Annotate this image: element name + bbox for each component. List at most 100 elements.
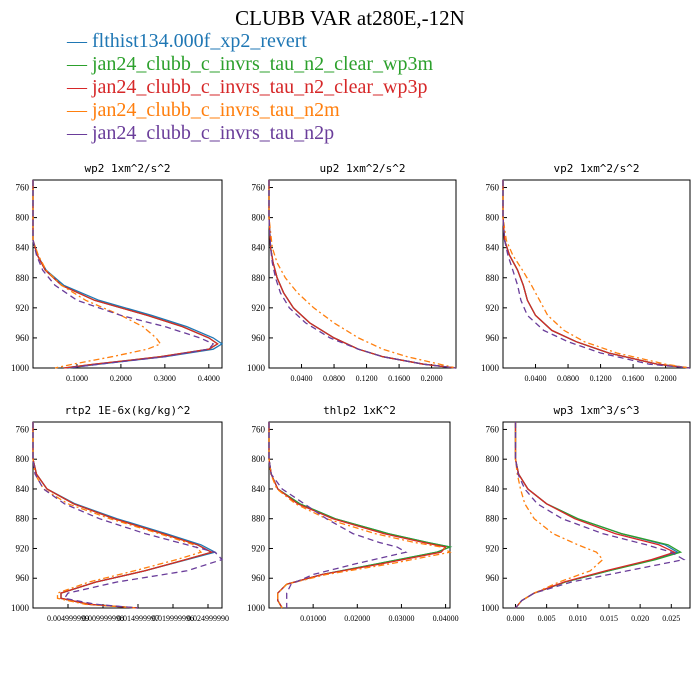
x-tick-label: 0.1600 <box>388 374 410 383</box>
x-tick-label: 0.015 <box>600 614 618 623</box>
series-line <box>32 180 215 369</box>
figure-title: CLUBB VAR at280E,-12N <box>235 6 465 30</box>
legend-item: — jan24_clubb_c_invrs_tau_n2_clear_wp3p <box>67 76 433 99</box>
legend-label: flthist134.000f_xp2_revert <box>92 30 307 52</box>
series-line <box>32 180 219 369</box>
y-tick-label: 960 <box>252 573 266 583</box>
y-tick-label: 880 <box>16 514 30 524</box>
y-tick-label: 800 <box>16 454 30 464</box>
y-tick-label: 960 <box>486 573 500 583</box>
panel-title: wp3 1xm^3/s^3 <box>553 404 639 417</box>
series-line <box>268 180 457 369</box>
y-tick-label: 920 <box>486 543 500 553</box>
series-line <box>502 180 691 369</box>
series-line <box>268 422 452 609</box>
legend-item: — jan24_clubb_c_invrs_tau_n2_clear_wp3m <box>67 53 433 76</box>
y-tick-label: 880 <box>252 273 266 283</box>
legend-item: — flthist134.000f_xp2_revert <box>67 30 433 53</box>
y-tick-label: 920 <box>16 543 30 553</box>
series-line <box>32 180 162 369</box>
y-tick-label: 960 <box>486 333 500 343</box>
x-tick-label: 0.010 <box>569 614 587 623</box>
y-tick-label: 920 <box>16 303 30 313</box>
plot-frame <box>268 421 451 609</box>
series-line <box>514 422 604 609</box>
y-tick-label: 1000 <box>11 363 30 373</box>
x-tick-label: 0.024999990 <box>187 614 229 623</box>
legend-label: jan24_clubb_c_invrs_tau_n2m <box>92 99 340 121</box>
x-tick-label: 0.1000 <box>66 374 88 383</box>
y-tick-label: 840 <box>486 484 500 494</box>
x-tick-label: 0.2000 <box>110 374 132 383</box>
x-tick-label: 0.0400 <box>525 374 547 383</box>
y-tick-label: 840 <box>252 484 266 494</box>
series-line <box>502 180 691 369</box>
y-tick-label: 760 <box>16 183 30 193</box>
y-tick-label: 880 <box>486 273 500 283</box>
series-line <box>268 422 408 608</box>
series-line <box>32 422 214 609</box>
y-tick-label: 800 <box>486 213 500 223</box>
panel-title: thlp2 1xK^2 <box>323 404 396 417</box>
legend-swatch: — <box>67 30 92 52</box>
series-line <box>32 422 217 609</box>
x-tick-label: 0.019999996 <box>152 614 194 623</box>
x-tick-label: 0.02000 <box>344 614 370 623</box>
panel-title: vp2 1xm^2/s^2 <box>553 162 639 175</box>
x-tick-label: 0.0800 <box>323 374 345 383</box>
y-tick-label: 760 <box>486 183 500 193</box>
x-tick-label: 0.005 <box>538 614 556 623</box>
series-line <box>268 180 457 369</box>
y-tick-label: 840 <box>16 243 30 253</box>
x-tick-label: 0.2000 <box>655 374 677 383</box>
x-tick-label: 0.0400 <box>291 374 313 383</box>
legend-label: jan24_clubb_c_invrs_tau_n2p <box>92 122 335 144</box>
y-tick-label: 1000 <box>481 363 500 373</box>
legend-swatch: — <box>67 76 92 98</box>
y-tick-label: 760 <box>16 424 30 434</box>
y-tick-label: 840 <box>16 484 30 494</box>
y-tick-label: 1000 <box>481 603 500 613</box>
series-line <box>32 422 203 609</box>
legend-swatch: — <box>67 53 92 75</box>
series-line <box>514 422 683 609</box>
legend-swatch: — <box>67 99 92 121</box>
legend: — flthist134.000f_xp2_revert — jan24_clu… <box>67 30 433 145</box>
y-tick-label: 960 <box>16 573 30 583</box>
series-line <box>514 422 686 609</box>
series-line <box>32 422 224 609</box>
y-tick-label: 760 <box>252 424 266 434</box>
series-line <box>32 422 214 609</box>
x-tick-label: 0.009999998 <box>82 614 124 623</box>
series-line <box>502 180 691 369</box>
y-tick-label: 760 <box>252 183 266 193</box>
series-line <box>514 422 677 609</box>
legend-label: jan24_clubb_c_invrs_tau_n2_clear_wp3p <box>92 76 428 98</box>
x-tick-label: 0.01000 <box>300 614 326 623</box>
legend-item: — jan24_clubb_c_invrs_tau_n2m <box>67 99 433 122</box>
y-tick-label: 960 <box>16 333 30 343</box>
y-tick-label: 880 <box>252 514 266 524</box>
series-line <box>268 422 453 609</box>
plot-frame <box>502 421 691 609</box>
series-line <box>514 422 680 609</box>
series-line <box>502 180 691 369</box>
x-tick-label: 0.1200 <box>356 374 378 383</box>
x-tick-label: 0.2000 <box>421 374 443 383</box>
y-tick-label: 840 <box>486 243 500 253</box>
x-tick-label: 0.3000 <box>154 374 176 383</box>
y-tick-label: 920 <box>252 543 266 553</box>
legend-label: jan24_clubb_c_invrs_tau_n2_clear_wp3m <box>92 53 434 75</box>
y-tick-label: 1000 <box>247 603 266 613</box>
x-tick-label: 0.020 <box>631 614 649 623</box>
x-tick-label: 0.025 <box>662 614 680 623</box>
plot-frame <box>502 179 691 369</box>
plot-frame <box>32 179 223 369</box>
x-tick-label: 0.004999999 <box>47 614 89 623</box>
panel-title: up2 1xm^2/s^2 <box>319 162 405 175</box>
series-line <box>32 180 224 369</box>
series-line <box>502 180 691 369</box>
x-tick-label: 0.1200 <box>590 374 612 383</box>
plot-frame <box>268 179 457 369</box>
x-tick-label: 0.014999997 <box>117 614 159 623</box>
